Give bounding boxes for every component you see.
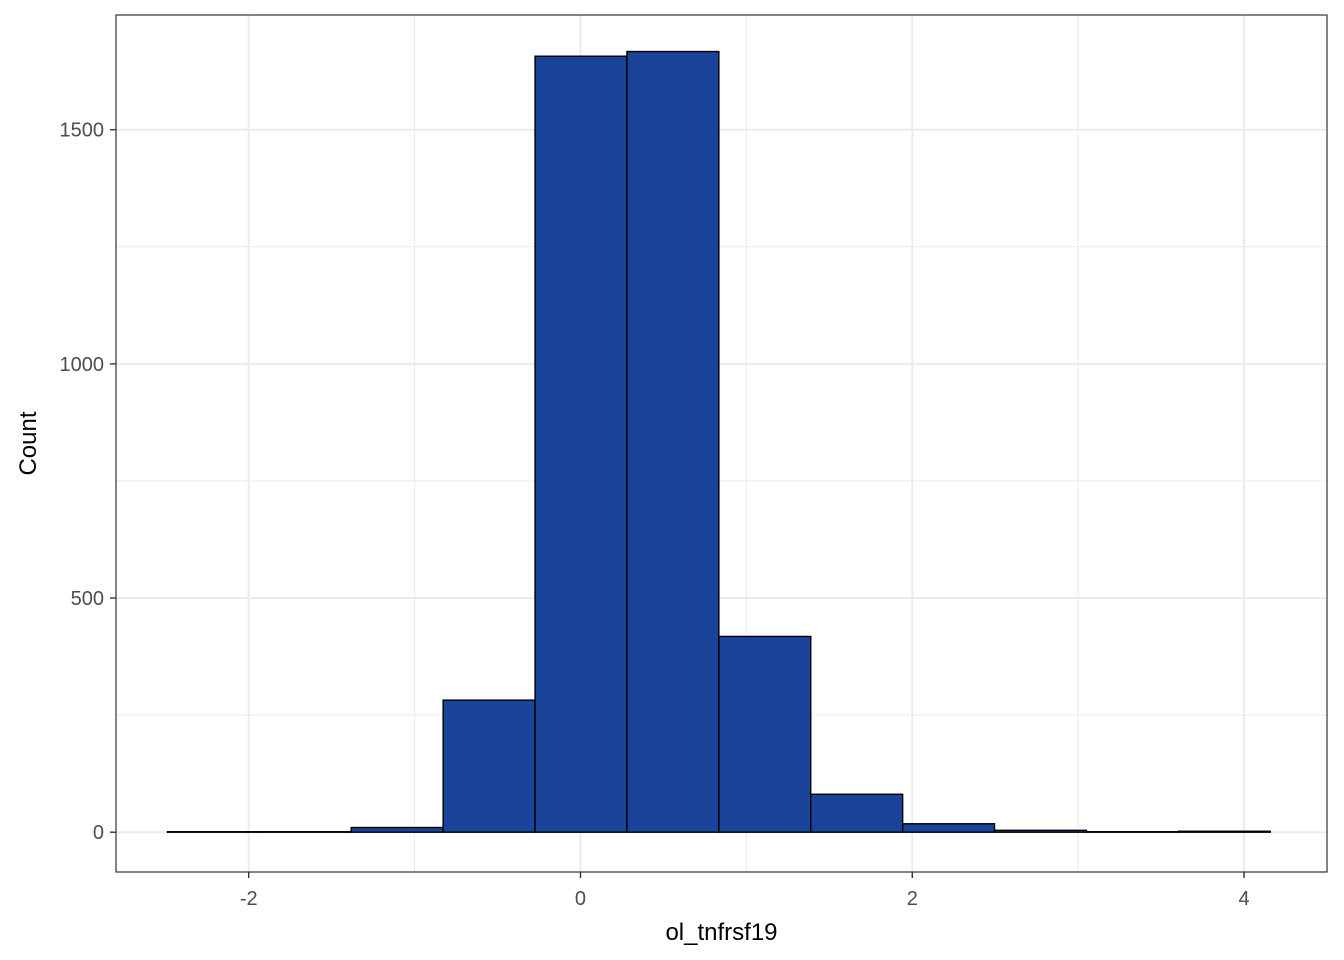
- x-tick-label: 2: [907, 888, 918, 910]
- histogram-bar: [718, 635, 812, 833]
- histogram-bar: [901, 823, 996, 833]
- histogram-bar: [626, 50, 720, 833]
- y-tick-label: 1500: [60, 120, 105, 142]
- histogram-bar: [1085, 831, 1180, 833]
- histogram-bar: [1177, 830, 1271, 833]
- y-tick-label: 500: [71, 588, 104, 610]
- histogram-bar: [258, 831, 352, 833]
- histogram-bar: [442, 699, 536, 833]
- x-tick-label: -2: [240, 888, 258, 910]
- x-axis-title: ol_tnfrsf19: [665, 919, 777, 946]
- histogram-bar: [993, 829, 1088, 833]
- y-axis-title: Count: [15, 411, 42, 475]
- histogram-bars: [166, 50, 1271, 833]
- y-tick-label: 1000: [60, 354, 105, 376]
- x-tick-label: 4: [1238, 888, 1249, 910]
- axis-ticks: -2 0 2 4 0 500 1000 1500: [60, 120, 1250, 910]
- x-tick-label: 0: [575, 888, 586, 910]
- panel-border: [115, 14, 1328, 873]
- histogram-bar: [350, 826, 444, 833]
- y-tick-label: 0: [93, 822, 104, 844]
- histogram-bar: [166, 831, 261, 833]
- histogram-bar: [810, 793, 904, 833]
- histogram-bar: [534, 55, 628, 833]
